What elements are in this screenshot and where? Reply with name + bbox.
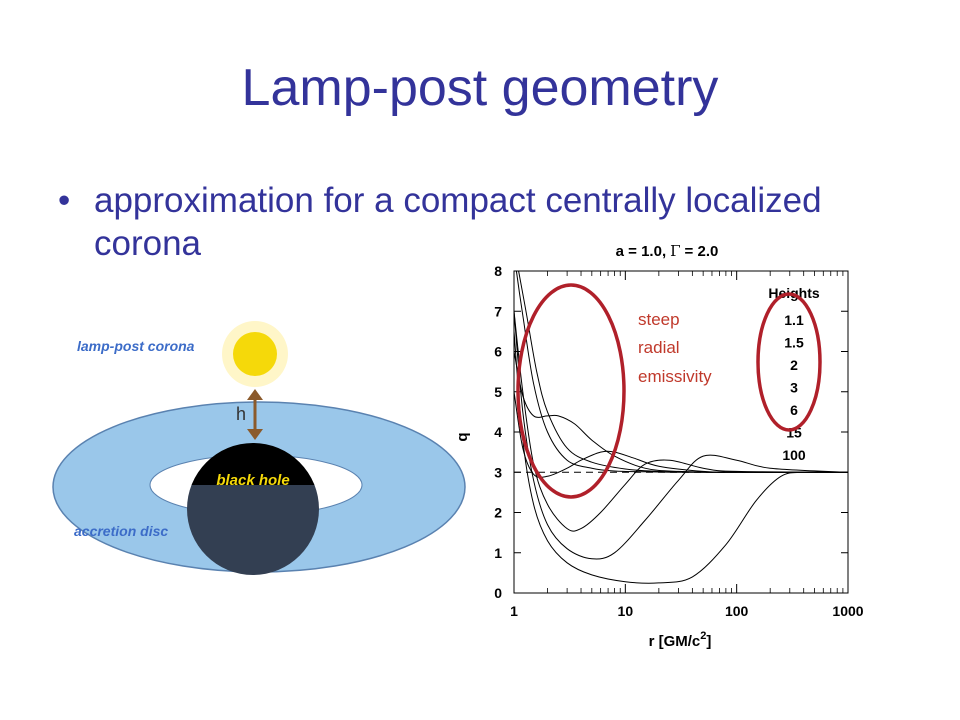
chart-title-gamma-value: = 2.0 bbox=[685, 243, 719, 260]
heights-ellipse bbox=[756, 292, 822, 432]
x-axis-label: r [GM/c2] bbox=[649, 630, 712, 650]
annotation-text: steep radial emissivity bbox=[638, 310, 712, 386]
legend-entry: 3 bbox=[790, 380, 798, 396]
annotation-line-2: radial bbox=[638, 338, 680, 357]
x-axis-label-sup: 2 bbox=[700, 630, 706, 642]
x-axis-label-end: ] bbox=[706, 633, 711, 650]
y-tick-label: 8 bbox=[494, 263, 502, 279]
annotation-line-3: emissivity bbox=[638, 367, 712, 386]
y-tick-label: 3 bbox=[494, 464, 502, 480]
annotations: steep radial emissivity bbox=[516, 283, 822, 499]
slide-title: Lamp-post geometry bbox=[241, 59, 719, 117]
y-tick-label: 2 bbox=[494, 505, 502, 521]
legend-entry: 1.1 bbox=[784, 312, 804, 328]
y-tick-label: 5 bbox=[494, 384, 502, 400]
series-line-h100 bbox=[513, 331, 849, 584]
disc-label: accretion disc bbox=[74, 523, 168, 539]
y-tick-label: 7 bbox=[494, 303, 502, 319]
lamp-post-diagram: black hole h lamp-post corona accretion … bbox=[52, 321, 466, 575]
height-arrow-head-up bbox=[247, 389, 263, 400]
corona-sun bbox=[233, 332, 277, 376]
y-axis-label: q bbox=[454, 432, 471, 441]
chart-title: a = 1.0, Γ = 2.0 bbox=[616, 242, 719, 260]
corona-label: lamp-post corona bbox=[77, 338, 195, 354]
y-tick-label: 1 bbox=[494, 545, 502, 561]
y-tick-label: 4 bbox=[494, 424, 502, 440]
legend-entry: 2 bbox=[790, 357, 798, 373]
black-hole-upper bbox=[191, 443, 315, 485]
height-arrow-head-down bbox=[247, 429, 263, 440]
y-tick-label: 0 bbox=[494, 585, 502, 601]
black-hole-label: black hole bbox=[216, 472, 289, 489]
series-line-h15 bbox=[513, 311, 849, 560]
x-tick-label: 100 bbox=[725, 603, 749, 619]
y-tick-label: 6 bbox=[494, 344, 502, 360]
chart-title-gamma: Γ bbox=[670, 242, 680, 260]
legend-entry: 1.5 bbox=[784, 335, 804, 351]
chart-title-a: a = 1.0, bbox=[616, 243, 666, 260]
height-label: h bbox=[236, 404, 246, 424]
x-tick-label: 1 bbox=[510, 603, 518, 619]
steep-region-ellipse bbox=[516, 283, 626, 499]
bullet-text: approximation for a compact centrally lo… bbox=[94, 181, 822, 263]
x-tick-label: 1000 bbox=[832, 603, 863, 619]
bullet-symbol: • bbox=[58, 181, 71, 220]
annotation-line-1: steep bbox=[638, 310, 680, 329]
series-line-h2 bbox=[513, 351, 849, 473]
x-axis-label-main: r [GM/c bbox=[649, 633, 701, 650]
x-tick-label: 10 bbox=[618, 603, 634, 619]
series-line-h3 bbox=[513, 391, 849, 478]
legend-entry: 6 bbox=[790, 402, 798, 418]
black-hole-lower bbox=[187, 485, 319, 575]
legend-entry: 100 bbox=[782, 447, 806, 463]
